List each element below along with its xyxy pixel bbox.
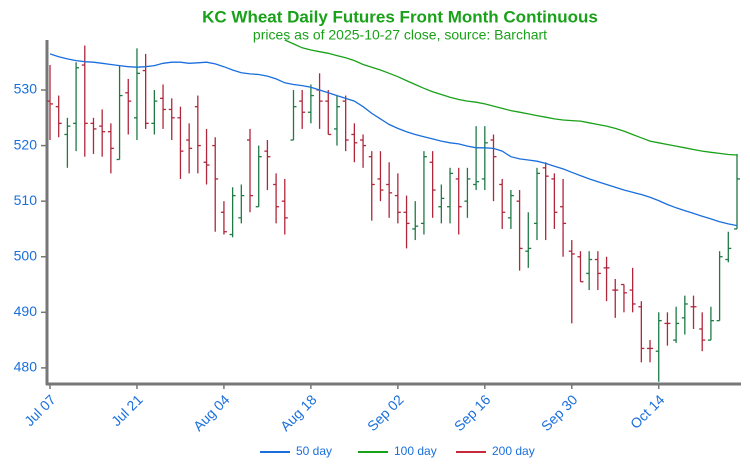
x-tick-label: Sep 16 <box>451 391 494 434</box>
y-tick-label: 500 <box>14 247 38 263</box>
legend-label: 100 day <box>394 444 437 458</box>
x-tick-label: Sep 30 <box>538 391 581 434</box>
x-tick-label: Aug 18 <box>277 391 320 434</box>
y-tick-label: 480 <box>14 359 38 375</box>
moving-average-line <box>284 39 738 156</box>
legend-label: 50 day <box>296 444 332 458</box>
moving-average-line <box>49 53 738 227</box>
x-tick-label: Sep 02 <box>364 391 407 434</box>
legend-label: 200 day <box>492 444 535 458</box>
x-tick-label: Oct 14 <box>627 391 668 432</box>
x-tick-label: Aug 04 <box>190 391 233 434</box>
x-tick-label: Jul 21 <box>108 391 146 429</box>
y-tick-label: 510 <box>14 192 38 208</box>
y-tick-label: 520 <box>14 136 38 152</box>
chart-subtitle: prices as of 2025-10-27 close, source: B… <box>253 27 547 43</box>
y-tick-label: 490 <box>14 303 38 319</box>
y-tick-label: 530 <box>14 81 38 97</box>
chart-title: KC Wheat Daily Futures Front Month Conti… <box>202 7 598 26</box>
x-tick-label: Jul 07 <box>21 391 59 429</box>
